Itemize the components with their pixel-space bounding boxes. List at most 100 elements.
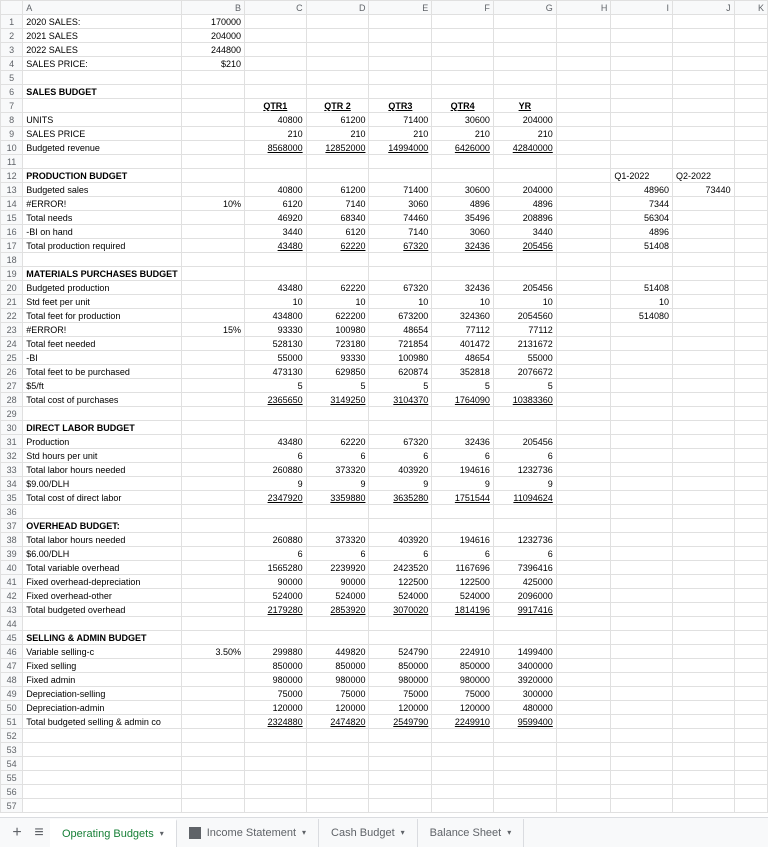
cell-F30[interactable] xyxy=(432,421,494,435)
cell-E15[interactable]: 74460 xyxy=(369,211,432,225)
cell-C45[interactable] xyxy=(245,631,307,645)
cell-I34[interactable] xyxy=(611,477,673,491)
cell-C14[interactable]: 6120 xyxy=(245,197,307,211)
cell-F37[interactable] xyxy=(432,519,494,533)
cell-F29[interactable] xyxy=(432,407,494,421)
cell-D12[interactable] xyxy=(306,169,369,183)
cell-E56[interactable] xyxy=(369,785,432,799)
cell-F32[interactable]: 6 xyxy=(432,449,494,463)
cell-A10[interactable]: Budgeted revenue xyxy=(23,141,181,155)
cell-K18[interactable] xyxy=(734,253,767,267)
cell-B55[interactable] xyxy=(181,771,244,785)
cell-H49[interactable] xyxy=(556,687,611,701)
cell-G21[interactable]: 10 xyxy=(493,295,556,309)
cell-I48[interactable] xyxy=(611,673,673,687)
cell-G44[interactable] xyxy=(493,617,556,631)
cell-G56[interactable] xyxy=(493,785,556,799)
cell-A36[interactable] xyxy=(23,505,181,519)
cell-A52[interactable] xyxy=(23,729,181,743)
cell-G36[interactable] xyxy=(493,505,556,519)
cell-I11[interactable] xyxy=(611,155,673,169)
cell-E11[interactable] xyxy=(369,155,432,169)
row-header[interactable]: 45 xyxy=(1,631,23,645)
cell-J53[interactable] xyxy=(672,743,734,757)
cell-A24[interactable]: Total feet needed xyxy=(23,337,181,351)
cell-A46[interactable]: Variable selling-c xyxy=(23,645,181,659)
row-header[interactable]: 8 xyxy=(1,113,23,127)
cell-G38[interactable]: 1232736 xyxy=(493,533,556,547)
cell-H47[interactable] xyxy=(556,659,611,673)
cell-H48[interactable] xyxy=(556,673,611,687)
cell-C33[interactable]: 260880 xyxy=(245,463,307,477)
cell-G37[interactable] xyxy=(493,519,556,533)
cell-H43[interactable] xyxy=(556,603,611,617)
cell-K15[interactable] xyxy=(734,211,767,225)
cell-F35[interactable]: 1751544 xyxy=(432,491,494,505)
cell-G17[interactable]: 205456 xyxy=(493,239,556,253)
cell-G40[interactable]: 7396416 xyxy=(493,561,556,575)
cell-C10[interactable]: 8568000 xyxy=(245,141,307,155)
cell-E13[interactable]: 71400 xyxy=(369,183,432,197)
cell-K21[interactable] xyxy=(734,295,767,309)
cell-B5[interactable] xyxy=(181,71,244,85)
cell-C56[interactable] xyxy=(245,785,307,799)
cell-G49[interactable]: 300000 xyxy=(493,687,556,701)
cell-D43[interactable]: 2853920 xyxy=(306,603,369,617)
cell-A32[interactable]: Std hours per unit xyxy=(23,449,181,463)
cell-G43[interactable]: 9917416 xyxy=(493,603,556,617)
cell-G4[interactable] xyxy=(493,57,556,71)
cell-F12[interactable] xyxy=(432,169,494,183)
cell-F49[interactable]: 75000 xyxy=(432,687,494,701)
cell-G31[interactable]: 205456 xyxy=(493,435,556,449)
cell-H11[interactable] xyxy=(556,155,611,169)
cell-B35[interactable] xyxy=(181,491,244,505)
cell-J11[interactable] xyxy=(672,155,734,169)
cell-H4[interactable] xyxy=(556,57,611,71)
cell-E10[interactable]: 14994000 xyxy=(369,141,432,155)
cell-G33[interactable]: 1232736 xyxy=(493,463,556,477)
cell-H9[interactable] xyxy=(556,127,611,141)
cell-B32[interactable] xyxy=(181,449,244,463)
cell-A2[interactable]: 2021 SALES xyxy=(23,29,181,43)
cell-F41[interactable]: 122500 xyxy=(432,575,494,589)
cell-A45[interactable]: SELLING & ADMIN BUDGET xyxy=(23,631,181,645)
cell-E35[interactable]: 3635280 xyxy=(369,491,432,505)
cell-C6[interactable] xyxy=(245,85,307,99)
cell-A26[interactable]: Total feet to be purchased xyxy=(23,365,181,379)
cell-H53[interactable] xyxy=(556,743,611,757)
cell-G12[interactable] xyxy=(493,169,556,183)
cell-E29[interactable] xyxy=(369,407,432,421)
cell-J20[interactable] xyxy=(672,281,734,295)
cell-K44[interactable] xyxy=(734,617,767,631)
cell-F25[interactable]: 48654 xyxy=(432,351,494,365)
cell-J26[interactable] xyxy=(672,365,734,379)
cell-A54[interactable] xyxy=(23,757,181,771)
cell-K29[interactable] xyxy=(734,407,767,421)
cell-B43[interactable] xyxy=(181,603,244,617)
cell-A27[interactable]: $5/ft xyxy=(23,379,181,393)
cell-C5[interactable] xyxy=(245,71,307,85)
cell-I13[interactable]: 48960 xyxy=(611,183,673,197)
cell-J12[interactable]: Q2-2022 xyxy=(672,169,734,183)
cell-F46[interactable]: 224910 xyxy=(432,645,494,659)
row-header[interactable]: 31 xyxy=(1,435,23,449)
cell-J34[interactable] xyxy=(672,477,734,491)
cell-F4[interactable] xyxy=(432,57,494,71)
cell-F5[interactable] xyxy=(432,71,494,85)
cell-D40[interactable]: 2239920 xyxy=(306,561,369,575)
cell-C20[interactable]: 43480 xyxy=(245,281,307,295)
cell-K36[interactable] xyxy=(734,505,767,519)
cell-H27[interactable] xyxy=(556,379,611,393)
cell-G13[interactable]: 204000 xyxy=(493,183,556,197)
cell-B36[interactable] xyxy=(181,505,244,519)
cell-K12[interactable] xyxy=(734,169,767,183)
cell-F31[interactable]: 32436 xyxy=(432,435,494,449)
row-header[interactable]: 25 xyxy=(1,351,23,365)
cell-K37[interactable] xyxy=(734,519,767,533)
cell-B25[interactable] xyxy=(181,351,244,365)
cell-J38[interactable] xyxy=(672,533,734,547)
cell-J54[interactable] xyxy=(672,757,734,771)
cell-I50[interactable] xyxy=(611,701,673,715)
row-header[interactable]: 57 xyxy=(1,799,23,813)
cell-B10[interactable] xyxy=(181,141,244,155)
